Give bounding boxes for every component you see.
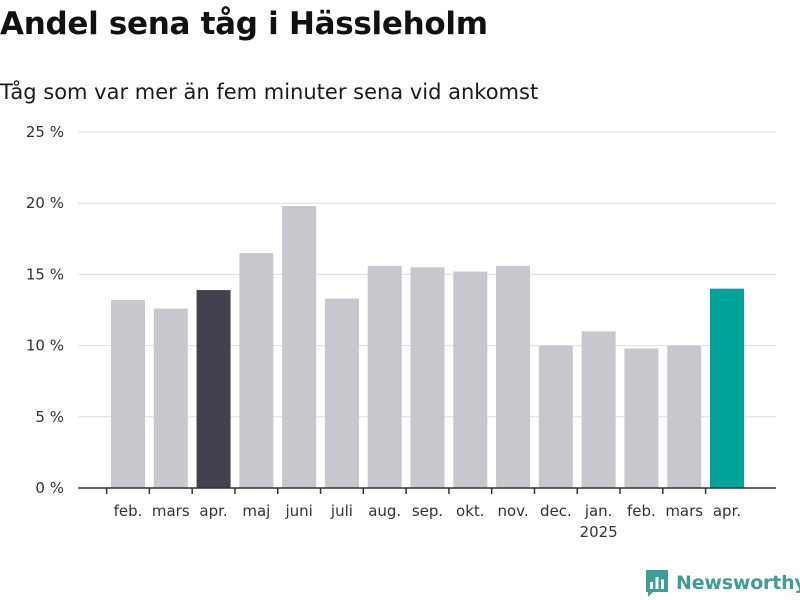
x-tick-label: dec. xyxy=(540,502,572,520)
x-tick-label: feb. xyxy=(114,502,143,520)
bar xyxy=(324,298,359,488)
x-tick-label: okt. xyxy=(456,502,485,520)
bar xyxy=(710,288,744,488)
x-tick-label: apr. xyxy=(199,502,227,520)
x-tick-label: feb. xyxy=(627,502,656,520)
x-tick-label: sep. xyxy=(412,502,443,520)
y-tick-label: 15 % xyxy=(26,265,64,283)
year-label: 2025 xyxy=(580,523,618,541)
newsworthy-icon xyxy=(646,570,668,597)
bar xyxy=(667,345,702,488)
y-axis-ticks: 0 % 5 % 10 % 15 % 20 % 25 % xyxy=(26,123,64,497)
chart-subtitle: Tåg som var mer än fem minuter sena vid … xyxy=(0,80,539,104)
brand-logo: Newsworthy xyxy=(644,568,800,598)
brand-name: Newsworthy xyxy=(676,572,800,594)
bar xyxy=(453,271,488,488)
x-tick-label: juni xyxy=(284,502,312,520)
x-tick-label: maj xyxy=(242,502,270,520)
y-tick-label: 25 % xyxy=(26,123,64,141)
bar xyxy=(196,290,231,488)
y-tick-label: 10 % xyxy=(26,337,64,355)
x-tick-label: aug. xyxy=(368,502,401,520)
bars xyxy=(111,206,744,488)
x-tick-label: nov. xyxy=(497,502,528,520)
x-tick-label: apr. xyxy=(713,502,741,520)
bar xyxy=(581,331,616,488)
bar-chart: 0 %5 %10 %15 %20 %25 % feb. mars apr. maj ju… xyxy=(26,123,776,541)
chart-title: Andel sena tåg i Hässleholm xyxy=(0,6,488,42)
bar xyxy=(153,308,188,488)
x-tick-label: mars xyxy=(665,502,703,520)
bar xyxy=(239,253,274,488)
y-tick-label: 5 % xyxy=(35,408,64,426)
bar xyxy=(282,206,317,488)
x-tick-label: jan. xyxy=(584,502,613,520)
bar xyxy=(538,345,573,488)
x-axis-ticks: feb. mars apr. maj juni juli aug. sep. okt. nov. d… xyxy=(114,502,742,541)
bar xyxy=(111,300,145,488)
y-tick-label: 20 % xyxy=(26,194,64,212)
x-axis xyxy=(78,487,776,494)
bar xyxy=(410,267,445,488)
x-tick-label: juli xyxy=(330,502,353,520)
y-tick-label: 0 % xyxy=(35,479,64,497)
x-tick-label: mars xyxy=(152,502,190,520)
bar xyxy=(367,265,402,488)
bar xyxy=(624,348,659,488)
bar xyxy=(496,265,531,488)
